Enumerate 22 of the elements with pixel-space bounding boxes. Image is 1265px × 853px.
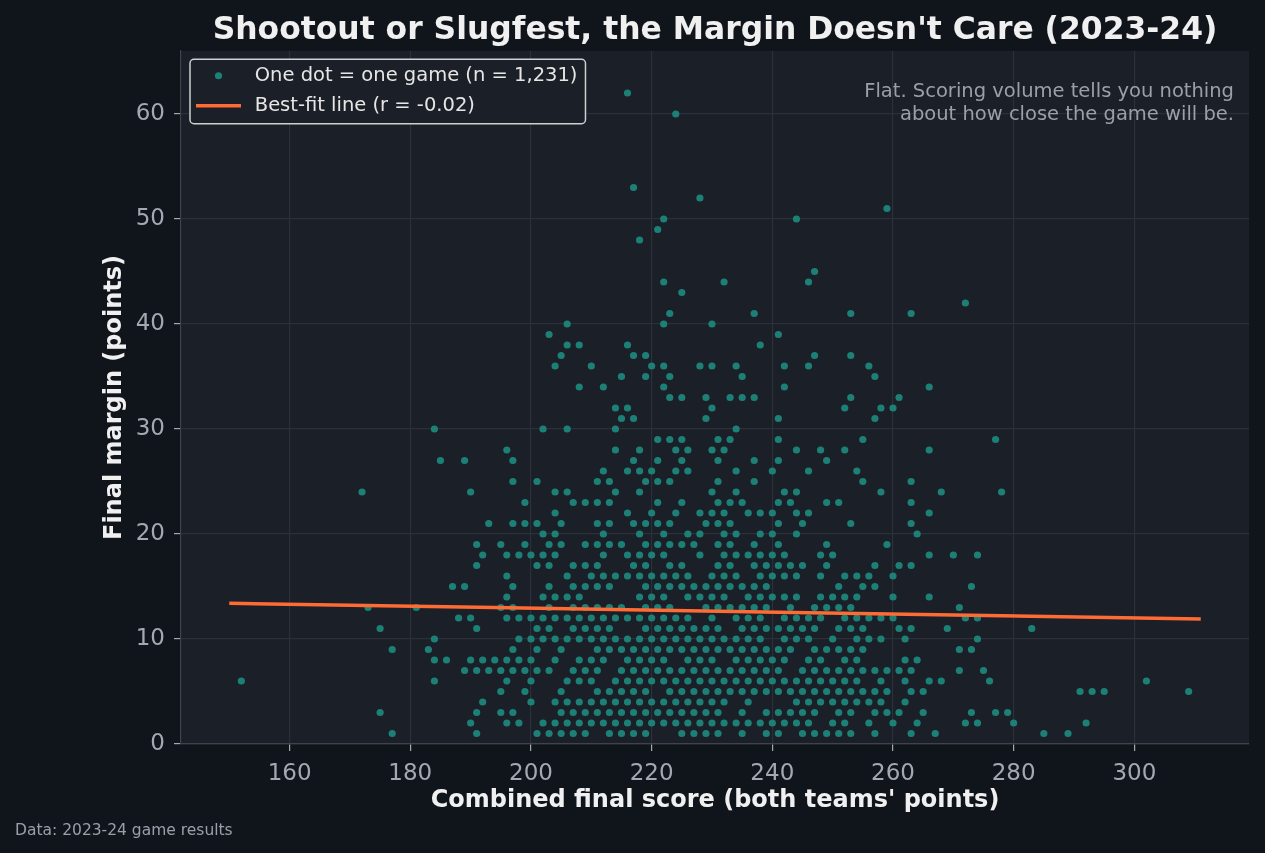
x-tick-label: 160 <box>267 758 312 785</box>
y-tick-label: 40 <box>135 308 165 335</box>
x-tick-label: 180 <box>388 758 433 785</box>
y-tick-label: 10 <box>135 623 165 650</box>
x-tick-label: 220 <box>629 758 674 785</box>
text: Data: 2023-24 game results <box>15 821 233 839</box>
y-tick-label: 50 <box>135 203 165 230</box>
y-tick-label: 20 <box>135 518 165 545</box>
y-tick-label: 30 <box>135 413 165 440</box>
x-tick-label: 200 <box>509 758 553 785</box>
y-tick-label: 0 <box>150 728 165 755</box>
x-tick-label: 280 <box>991 758 1036 785</box>
legend-label: Best-fit line (r = -0.02) <box>254 92 475 116</box>
x-axis-title: Combined final score (both teams' points) <box>430 785 1000 814</box>
legend-label: One dot = one game (n = 1,231) <box>254 62 578 86</box>
x-tick-label: 260 <box>871 758 915 785</box>
chart-title: Shootout or Slugfest, the Margin Doesn't Care (2023-24) <box>211 9 1219 48</box>
y-axis-title: Final margin (points) <box>99 254 128 541</box>
x-tick-label: 240 <box>750 758 795 785</box>
x-tick-label: 300 <box>1112 758 1157 785</box>
y-tick-label: 60 <box>135 98 165 125</box>
annotation: Flat. Scoring volume tells you nothing about how close the game will be. <box>863 79 1234 125</box>
